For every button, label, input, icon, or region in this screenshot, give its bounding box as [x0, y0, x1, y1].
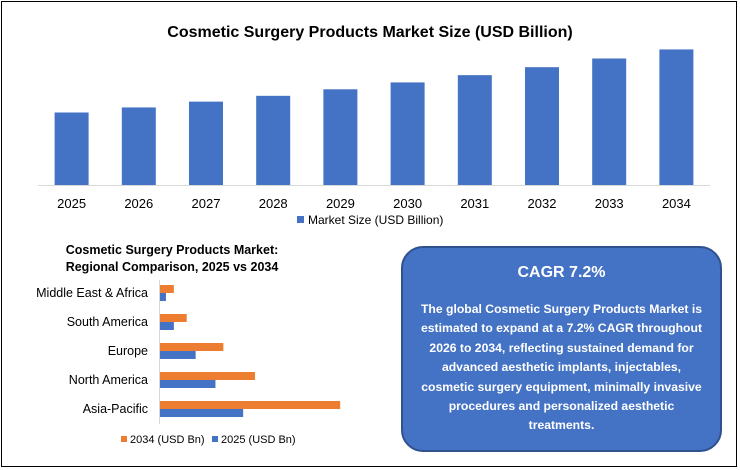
x-tick-label: 2031 — [460, 196, 489, 211]
region-label: North America — [69, 373, 148, 387]
legend-swatch-0 — [121, 436, 127, 442]
region-label: South America — [67, 315, 148, 329]
bar-2026 — [121, 107, 156, 185]
bar-2030 — [390, 82, 425, 185]
legend-swatch-market-size — [297, 216, 304, 223]
bar-2034-middle-east-africa — [160, 285, 174, 293]
cagr-callout: CAGR 7.2% The global Cosmetic Surgery Pr… — [401, 246, 722, 452]
x-tick-label: 2026 — [124, 196, 153, 211]
bar-2025-south-america — [160, 322, 174, 330]
bar-2034-asia-pacific — [160, 401, 341, 409]
bar-2034-south-america — [160, 314, 187, 322]
region-label: Europe — [108, 344, 148, 358]
main-chart-title: Cosmetic Surgery Products Market Size (U… — [167, 24, 573, 41]
x-tick-label: 2028 — [259, 196, 288, 211]
bar-2027 — [189, 101, 223, 185]
x-tick-label: 2033 — [595, 196, 624, 211]
regional-chart-title-line1: Cosmetic Surgery Products Market: — [66, 243, 279, 257]
bar-2025-asia-pacific — [160, 409, 244, 417]
market-size-bar-chart: 2025 2026 2027 2028 2029 2030 2031 2032 2033 2034… — [38, 49, 710, 227]
x-tick-label: 2030 — [393, 196, 422, 211]
legend-label-0: 2034 (USD Bn) — [130, 434, 205, 446]
bar-2025 — [54, 112, 89, 185]
regional-chart-title-line2: Regional Comparison, 2025 vs 2034 — [66, 260, 279, 274]
bar-2025-north-america — [160, 380, 216, 388]
cagr-description: The global Cosmetic Surgery Products Mar… — [420, 302, 703, 433]
bar-2029 — [323, 89, 358, 185]
x-tick-label: 2027 — [192, 196, 221, 211]
bar-2033 — [592, 58, 627, 185]
cagr-title: CAGR 7.2% — [517, 264, 606, 281]
bar-2034-north-america — [160, 372, 256, 380]
x-tick-label: 2029 — [326, 196, 355, 211]
legend-swatch-1 — [212, 436, 218, 442]
region-label: Asia-Pacific — [83, 402, 148, 416]
x-tick-label: 2032 — [528, 196, 557, 211]
legend-label-market-size: Market Size (USD Billion) — [308, 213, 443, 227]
bar-2032 — [525, 67, 559, 185]
legend-label-1: 2025 (USD Bn) — [221, 434, 296, 446]
x-tick-label: 2034 — [662, 196, 691, 211]
x-tick-label: 2025 — [57, 196, 86, 211]
bar-2028 — [256, 95, 291, 185]
bar-2031 — [457, 75, 492, 185]
regional-comparison-chart: Cosmetic Surgery Products Market: Regiona… — [36, 243, 341, 446]
bar-2025-europe — [160, 351, 196, 359]
bar-2034-europe — [160, 343, 224, 351]
bar-2034 — [659, 49, 694, 185]
bar-2025-middle-east-africa — [160, 293, 166, 301]
region-label: Middle East & Africa — [36, 286, 148, 300]
